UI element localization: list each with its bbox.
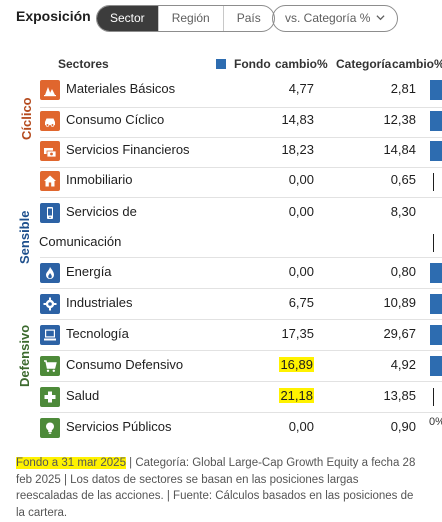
table-row: Servicios Financieros 18,23 14,84: [40, 138, 442, 168]
highlighted-fondo-value: 16,89: [279, 357, 314, 372]
fondo-value: 0,00: [288, 204, 314, 219]
fondo-value: 0,00: [288, 264, 314, 279]
footnote-text: | Categoría: Global Large-Cap Growth Equ…: [16, 457, 416, 519]
group-label-defensivo: Defensivo: [17, 324, 32, 387]
table-row: Salud 21,18 13,85: [40, 382, 442, 413]
exposure-bar: [430, 141, 442, 161]
column-header-categoria-cambio: cambio%: [392, 57, 442, 71]
table-row: Servicios de Comunicación 0,00 8,30: [39, 198, 442, 258]
fondo-value: 6,75: [288, 295, 314, 310]
categoria-value: 0,65: [390, 172, 416, 187]
exposure-bar: [430, 263, 442, 283]
fondo-value: 18,23: [281, 142, 314, 157]
column-header-fondo-cambio: cambio%: [275, 57, 328, 71]
exposure-bar: [430, 356, 442, 376]
exposure-bar: [430, 80, 442, 100]
categoria-value: 12,38: [383, 112, 416, 127]
sector-name: Tecnología: [66, 326, 129, 341]
fondo-value: 0,00: [288, 419, 314, 434]
categoria-value: 29,67: [383, 326, 416, 341]
highlighted-fondo-value: 21,18: [279, 388, 314, 403]
sector-name: Salud: [66, 388, 100, 403]
fondo-value: 16,89: [279, 357, 314, 372]
lightbulb-icon: [40, 418, 60, 438]
gear-icon: [40, 294, 60, 314]
sector-name: Servicios Financieros: [66, 142, 190, 157]
table-row: Energía 0,00 0,80: [40, 258, 442, 289]
zero-bar-tick: [433, 173, 434, 191]
categoria-value: 10,89: [383, 295, 416, 310]
health-cross-icon: [40, 387, 60, 407]
tab-pais[interactable]: País: [222, 6, 274, 31]
fondo-value: 14,83: [281, 112, 314, 127]
fondo-value: 0,00: [288, 172, 314, 187]
sector-name: Energía: [66, 264, 112, 279]
sector-name: Inmobiliario: [66, 172, 133, 187]
categoria-value: 0,80: [390, 264, 416, 279]
column-header-categoria: Categoría: [336, 57, 392, 71]
fondo-value: 17,35: [281, 326, 314, 341]
sector-name: Industriales: [66, 295, 133, 310]
table-row: Consumo Defensivo 16,89 4,92: [40, 351, 442, 382]
footnote-date: Fondo a 31 mar 2025: [16, 457, 126, 469]
table-row: Consumo Cíclico 14,83 12,38: [40, 108, 442, 138]
column-header-fondo: Fondo: [234, 57, 271, 71]
section-title: Exposición: [16, 8, 91, 24]
tab-sector[interactable]: Sector: [97, 6, 158, 31]
group-label-ciclico: Cíclico: [19, 97, 34, 140]
zero-bar-tick: [433, 234, 434, 252]
money-icon: [40, 141, 60, 161]
footnote: Fondo a 31 mar 2025 | Categoría: Global …: [16, 455, 416, 521]
table-row: Servicios Públicos 0,00 0,90 0%: [40, 413, 442, 444]
categoria-value: 0,90: [390, 419, 416, 434]
exposure-bar: [430, 111, 442, 131]
sector-name: Servicios de: [66, 204, 137, 219]
sector-name: Consumo Cíclico: [66, 112, 165, 127]
bar-axis-label: 0%: [429, 416, 442, 428]
sector-name: Consumo Defensivo: [66, 357, 184, 372]
compare-dropdown[interactable]: vs. Categoría %: [272, 5, 398, 32]
table-row: Tecnología 17,35 29,67: [40, 320, 442, 351]
fondo-value: 4,77: [288, 81, 314, 96]
minerals-icon: [40, 80, 60, 100]
categoria-value: 14,84: [383, 142, 416, 157]
car-icon: [40, 111, 60, 131]
categoria-value: 13,85: [383, 388, 416, 403]
flame-icon: [40, 263, 60, 283]
exposure-tab-group: Sector Región País: [96, 5, 275, 32]
exposure-toolbar: Exposición Sector Región País vs. Catego…: [0, 5, 442, 33]
zero-bar-tick: [433, 388, 434, 406]
computer-icon: [40, 325, 60, 345]
exposure-bar: [430, 294, 442, 314]
fondo-legend-swatch: [216, 59, 226, 69]
group-label-sensible: Sensible: [17, 210, 32, 264]
house-icon: [40, 171, 60, 191]
cart-icon: [40, 356, 60, 376]
chevron-down-icon: [376, 15, 385, 21]
table-row: Inmobiliario 0,00 0,65: [40, 168, 442, 198]
exposure-bar: [430, 325, 442, 345]
sector-name: Materiales Básicos: [66, 81, 176, 96]
sector-name: Servicios Públicos: [66, 419, 172, 434]
phone-icon: [40, 203, 60, 223]
table-row: Industriales 6,75 10,89: [40, 289, 442, 320]
categoria-value: 8,30: [390, 204, 416, 219]
column-header-sectores: Sectores: [58, 57, 109, 71]
sector-name-line2: Comunicación: [39, 234, 122, 249]
table-row: Materiales Básicos 4,77 2,81: [40, 77, 442, 108]
compare-dropdown-value: vs. Categoría %: [285, 11, 371, 25]
categoria-value: 2,81: [390, 81, 416, 96]
fondo-value: 21,18: [279, 388, 314, 403]
tab-region[interactable]: Región: [157, 6, 223, 31]
categoria-value: 4,92: [390, 357, 416, 372]
